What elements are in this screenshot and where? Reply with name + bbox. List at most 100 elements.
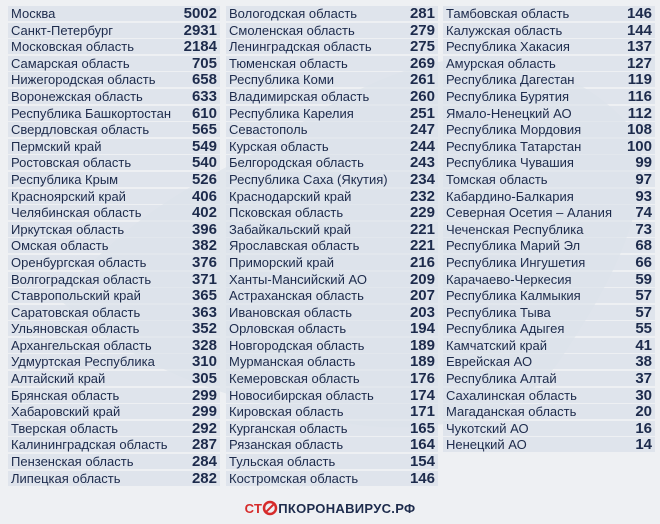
region-name: Хабаровский край (11, 404, 121, 420)
case-count: 216 (409, 253, 435, 271)
region-row: Ханты-Мансийский АО 209 (226, 271, 438, 287)
case-count: 37 (635, 370, 652, 388)
case-count: 221 (409, 237, 435, 255)
case-count: 99 (635, 154, 652, 172)
region-name: Республика Коми (229, 72, 335, 88)
case-count: 137 (626, 38, 652, 56)
region-name: Свердловская область (11, 122, 150, 138)
case-count: 20 (635, 403, 652, 421)
region-name: Оренбургская область (11, 254, 147, 270)
region-row: Республика Калмыкия 57 (443, 287, 655, 305)
region-name: Ямало-Ненецкий АО (446, 105, 572, 121)
region-row: Брянская область 299 (8, 386, 220, 404)
region-name: Республика Мордовия (446, 122, 582, 138)
region-row: Оренбургская область 376 (8, 253, 220, 271)
region-row: Тамбовская область 146 (443, 6, 655, 21)
case-count: 299 (191, 403, 217, 421)
region-name: Забайкальский край (229, 221, 352, 237)
region-row: Курганская область 165 (226, 419, 438, 437)
region-name: Республика Татарстан (446, 138, 582, 154)
region-row: Карачаево-Черкесия 59 (443, 271, 655, 287)
case-count: 189 (409, 353, 435, 371)
region-name: Алтайский край (11, 371, 106, 387)
case-count: 305 (191, 370, 217, 388)
case-count: 705 (191, 54, 217, 72)
case-count: 127 (626, 54, 652, 72)
region-row: Новосибирская область 174 (226, 387, 438, 403)
case-count: 93 (635, 187, 652, 205)
region-row: Иркутская область 396 (8, 220, 220, 238)
region-name: Республика Хакасия (446, 39, 570, 55)
case-count: 376 (191, 253, 217, 271)
case-count: 352 (191, 320, 217, 338)
region-name: Республика Тыва (446, 304, 551, 320)
region-row: Санкт-Петербург 2931 (8, 22, 220, 38)
region-name: Камчатский край (446, 337, 547, 353)
case-count: 176 (409, 370, 435, 388)
region-row: Владимирская область 260 (226, 87, 438, 105)
region-row: Республика Коми 261 (226, 72, 438, 88)
case-count: 232 (409, 187, 435, 205)
region-name: Новгородская область (229, 337, 365, 353)
case-count: 279 (409, 21, 435, 39)
logo-icon (262, 500, 278, 516)
region-name: Псковская область (229, 205, 344, 221)
case-count: 165 (409, 419, 435, 437)
logo: СТ ПКОРОНАВИРУС.РФ (0, 500, 660, 516)
case-count: 244 (409, 137, 435, 155)
region-name: Белгородская область (229, 155, 364, 171)
region-name: Удмуртская Республика (11, 354, 155, 370)
case-count: 406 (191, 187, 217, 205)
case-count: 57 (635, 303, 652, 321)
region-row: Ульяновская область 352 (8, 320, 220, 338)
region-name: Краснодарский край (229, 188, 352, 204)
region-row: Астраханская область 207 (226, 288, 438, 304)
region-row: Ставропольский край 365 (8, 288, 220, 304)
region-name: Ярославская область (229, 238, 360, 254)
region-name: Сахалинская область (446, 387, 577, 403)
region-name: Республика Ингушетия (446, 254, 586, 270)
case-count: 203 (409, 303, 435, 321)
logo-text: СТ (244, 501, 263, 516)
region-name: Пермский край (11, 138, 102, 154)
region-row: Хабаровский край 299 (8, 403, 220, 421)
region-row: Волгоградская область 371 (8, 271, 220, 287)
region-name: Республика Калмыкия (446, 288, 581, 304)
case-count: 68 (635, 237, 652, 255)
region-row: Ярославская область 221 (226, 237, 438, 255)
region-column: Тамбовская область 146 Калужская область 14… (443, 6, 655, 454)
case-count: 38 (635, 353, 652, 371)
case-count: 97 (635, 170, 652, 188)
region-name: Ханты-Мансийский АО (229, 271, 367, 287)
case-count: 66 (635, 253, 652, 271)
case-count: 402 (191, 204, 217, 222)
case-count: 540 (191, 154, 217, 172)
region-row: Республика Алтай 37 (443, 370, 655, 388)
region-row: Архангельская область 328 (8, 337, 220, 353)
case-count: 658 (191, 71, 217, 89)
case-count: 396 (191, 220, 217, 238)
region-name: Мурманская область (229, 354, 356, 370)
region-name: Нижегородская область (11, 72, 156, 88)
case-count: 57 (635, 287, 652, 305)
region-row: Рязанская область 164 (226, 437, 438, 453)
case-count: 260 (409, 87, 435, 105)
case-count: 565 (191, 121, 217, 139)
case-count: 299 (191, 386, 217, 404)
case-count: 243 (409, 154, 435, 172)
region-row: Краснодарский край 232 (226, 187, 438, 205)
region-name: Владимирская область (229, 88, 370, 104)
region-row: Кемеровская область 176 (226, 370, 438, 388)
region-row: Республика Адыгея 55 (443, 321, 655, 337)
region-row: Ямало-Ненецкий АО 112 (443, 104, 655, 122)
region-row: Республика Дагестан 119 (443, 72, 655, 88)
case-count: 282 (191, 469, 217, 487)
logo-text: ПКОРОНАВИРУС.РФ (278, 501, 416, 516)
region-name: Ивановская область (229, 304, 352, 320)
region-row: Смоленская область 279 (226, 21, 438, 39)
case-count: 112 (627, 104, 652, 122)
case-count: 633 (191, 87, 217, 105)
region-name: Тамбовская область (446, 6, 570, 21)
case-count: 275 (409, 38, 435, 56)
